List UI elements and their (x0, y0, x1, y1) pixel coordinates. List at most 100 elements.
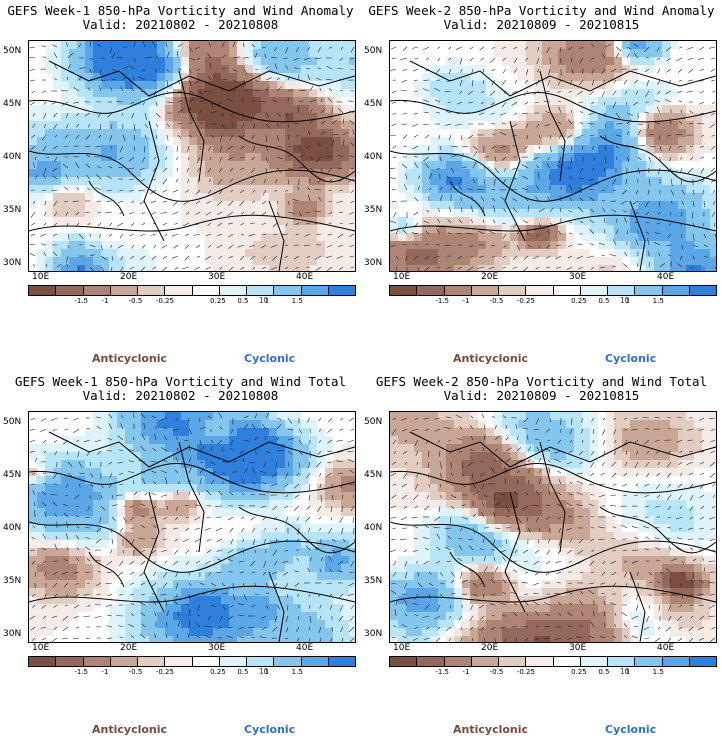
colorbar-tick-label: -1 (101, 668, 109, 676)
colorbar-swatch (29, 286, 57, 295)
colorbar-swatch (471, 286, 499, 295)
latitude-label: 40N (364, 523, 383, 533)
latitude-label: 40N (364, 152, 383, 162)
colorbar-swatch (247, 286, 275, 295)
colorbar-swatch (138, 286, 166, 295)
colorbar-swatch (390, 657, 418, 666)
map-panel: GEFS Week-1 850-hPa Vorticity and Wind A… (0, 0, 361, 371)
colorbar-swatch (110, 286, 138, 295)
colorbar-tick-label: -1.5 (435, 297, 449, 305)
colorbar-swatch (608, 657, 636, 666)
latitude-label: 35N (364, 205, 383, 215)
latitude-label: 50N (3, 417, 22, 427)
colorbar-swatch (580, 657, 608, 666)
legend-anticyclonic: Anticyclonic (453, 723, 529, 736)
colorbar-swatch (328, 657, 355, 666)
colorbar-swatch (526, 657, 554, 666)
colorbar-swatch (110, 657, 138, 666)
colorbar-tick-label: -1 (101, 297, 109, 305)
colorbar-swatch (274, 657, 302, 666)
panel-valid-dates: Valid: 20210809 - 20210815 (443, 17, 640, 32)
vorticity-field (29, 412, 355, 642)
colorbar-tick-label: 1.5 (652, 297, 664, 305)
colorbar-swatch (553, 657, 581, 666)
colorbar-tick-label: -0.5 (128, 668, 143, 676)
latitude-label: 30N (3, 258, 22, 268)
vorticity-map (389, 411, 717, 643)
colorbar-tick-label: 0.5 (237, 668, 249, 676)
longitude-label: 40E (657, 272, 675, 282)
colorbar-swatch (83, 657, 111, 666)
longitude-label: 10E (32, 272, 50, 282)
longitude-label: 20E (481, 643, 499, 653)
colorbar-swatch (301, 286, 329, 295)
map-panel: GEFS Week-2 850-hPa Vorticity and Wind T… (361, 371, 722, 742)
legend-cyclonic: Cyclonic (244, 352, 296, 365)
colorbar-tick-label: 0.5 (237, 297, 249, 305)
colorbar (28, 285, 356, 296)
colorbar-tick-label: -0.25 (155, 668, 174, 676)
longitude-label: 10E (393, 643, 411, 653)
latitude-label: 30N (364, 629, 383, 639)
latitude-label: 40N (3, 152, 22, 162)
colorbar-swatch (635, 286, 663, 295)
colorbar-unit: 10 (258, 296, 269, 305)
longitude-label: 20E (120, 643, 138, 653)
colorbar (389, 285, 717, 296)
colorbar-swatch (689, 286, 716, 295)
vorticity-field (390, 412, 716, 642)
longitude-label: 40E (296, 272, 314, 282)
latitude-label: 35N (3, 205, 22, 215)
colorbar-tick-label: 1.5 (652, 668, 664, 676)
colorbar-swatch (301, 657, 329, 666)
latitude-label: 50N (3, 46, 22, 56)
colorbar-swatch (192, 286, 220, 295)
colorbar-swatch (56, 286, 84, 295)
legend-cyclonic: Cyclonic (244, 723, 296, 736)
colorbar-tick-label: 0.25 (210, 297, 226, 305)
colorbar-swatch (499, 286, 527, 295)
colorbar-swatch (138, 657, 166, 666)
colorbar-tick-label: 1.5 (291, 668, 303, 676)
colorbar-swatch (417, 286, 445, 295)
latitude-label: 50N (364, 417, 383, 427)
colorbar-swatch (29, 657, 57, 666)
longitude-label: 30E (208, 272, 226, 282)
panel-title: GEFS Week-2 850-hPa Vorticity and Wind T… (375, 374, 708, 389)
colorbar-unit: 10 (619, 296, 630, 305)
colorbar-tick-label: -0.25 (155, 297, 174, 305)
colorbar-swatch (580, 286, 608, 295)
latitude-label: 45N (3, 470, 22, 480)
colorbar-tick-label: 1 (625, 668, 630, 676)
colorbar-swatch (662, 657, 690, 666)
panel-title: GEFS Week-2 850-hPa Vorticity and Wind A… (368, 3, 715, 18)
colorbar-swatch (444, 657, 472, 666)
longitude-label: 20E (481, 272, 499, 282)
panel-valid-dates: Valid: 20210802 - 20210808 (82, 388, 279, 403)
colorbar-unit: 10 (619, 667, 630, 676)
vorticity-map (389, 40, 717, 272)
colorbar-tick-label: 0.5 (598, 668, 610, 676)
colorbar-swatch (56, 657, 84, 666)
colorbar-swatch (165, 286, 193, 295)
legend-anticyclonic: Anticyclonic (92, 723, 168, 736)
colorbar-tick-label: 1 (264, 668, 269, 676)
colorbar-tick-label: -0.5 (128, 297, 143, 305)
colorbar-swatch (444, 286, 472, 295)
latitude-label: 45N (3, 99, 22, 109)
longitude-label: 40E (657, 643, 675, 653)
colorbar-swatch (328, 286, 355, 295)
longitude-label: 30E (569, 272, 587, 282)
colorbar (389, 656, 717, 667)
colorbar-tick-label: -1.5 (435, 668, 449, 676)
colorbar-swatch (390, 286, 418, 295)
colorbar-tick-label: 1.5 (291, 297, 303, 305)
panel-valid-dates: Valid: 20210802 - 20210808 (82, 17, 279, 32)
latitude-label: 50N (364, 46, 383, 56)
colorbar-swatch (274, 286, 302, 295)
latitude-label: 40N (3, 523, 22, 533)
colorbar-swatch (553, 286, 581, 295)
latitude-label: 30N (3, 629, 22, 639)
latitude-label: 45N (364, 470, 383, 480)
legend-anticyclonic: Anticyclonic (453, 352, 529, 365)
